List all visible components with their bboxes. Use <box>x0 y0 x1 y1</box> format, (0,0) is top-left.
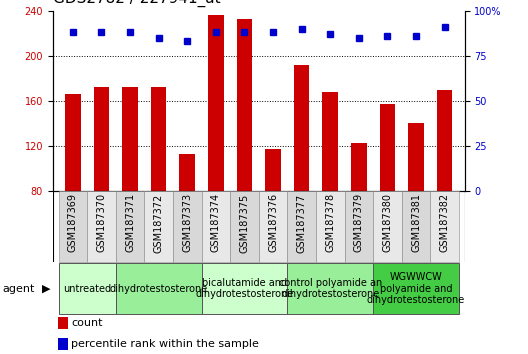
Text: agent: agent <box>3 284 35 293</box>
Text: GSM187375: GSM187375 <box>239 193 249 252</box>
Bar <box>287 263 373 314</box>
Bar <box>65 94 81 191</box>
Text: GSM187376: GSM187376 <box>268 193 278 252</box>
Bar <box>380 104 395 191</box>
Bar <box>259 191 287 262</box>
Bar <box>294 65 309 191</box>
Text: bicalutamide and
dihydrotestosterone: bicalutamide and dihydrotestosterone <box>195 278 294 299</box>
Bar <box>93 87 109 191</box>
Text: GSM187374: GSM187374 <box>211 193 221 252</box>
Bar <box>208 15 224 191</box>
Text: GSM187379: GSM187379 <box>354 193 364 252</box>
Bar <box>437 90 452 191</box>
Text: GSM187382: GSM187382 <box>440 193 450 252</box>
Bar <box>116 263 202 314</box>
Bar <box>373 191 402 262</box>
Text: GSM187378: GSM187378 <box>325 193 335 252</box>
Text: GSM187373: GSM187373 <box>182 193 192 252</box>
Bar <box>323 92 338 191</box>
Text: GSM187370: GSM187370 <box>97 193 107 252</box>
Bar <box>202 191 230 262</box>
Text: GSM187381: GSM187381 <box>411 193 421 252</box>
Bar <box>230 191 259 262</box>
Text: GDS2782 / 227941_at: GDS2782 / 227941_at <box>53 0 220 7</box>
Bar <box>351 143 366 191</box>
Text: GSM187371: GSM187371 <box>125 193 135 252</box>
Bar <box>116 191 144 262</box>
Bar <box>180 154 195 191</box>
Text: WGWWCW
polyamide and
dihydrotestosterone: WGWWCW polyamide and dihydrotestosterone <box>367 272 465 305</box>
Bar <box>59 191 87 262</box>
Text: count: count <box>71 318 103 328</box>
Bar <box>430 191 459 262</box>
Bar <box>265 149 281 191</box>
Text: dihydrotestosterone: dihydrotestosterone <box>109 284 208 293</box>
Text: control polyamide an
dihydrotestosterone: control polyamide an dihydrotestosterone <box>279 278 382 299</box>
Bar <box>59 263 116 314</box>
Text: GSM187377: GSM187377 <box>297 193 307 252</box>
Bar <box>408 124 424 191</box>
Bar <box>373 263 459 314</box>
Bar <box>402 191 430 262</box>
Bar <box>151 87 166 191</box>
Bar <box>122 87 138 191</box>
Text: ▶: ▶ <box>42 284 50 293</box>
Text: GSM187372: GSM187372 <box>154 193 164 252</box>
Bar <box>202 263 287 314</box>
Text: GSM187380: GSM187380 <box>382 193 392 252</box>
Bar <box>87 191 116 262</box>
Bar <box>144 191 173 262</box>
Text: percentile rank within the sample: percentile rank within the sample <box>71 339 259 349</box>
Text: GSM187369: GSM187369 <box>68 193 78 252</box>
Bar <box>344 191 373 262</box>
Bar <box>287 191 316 262</box>
Text: untreated: untreated <box>63 284 111 293</box>
Bar <box>316 191 345 262</box>
Bar <box>237 18 252 191</box>
Bar <box>173 191 202 262</box>
